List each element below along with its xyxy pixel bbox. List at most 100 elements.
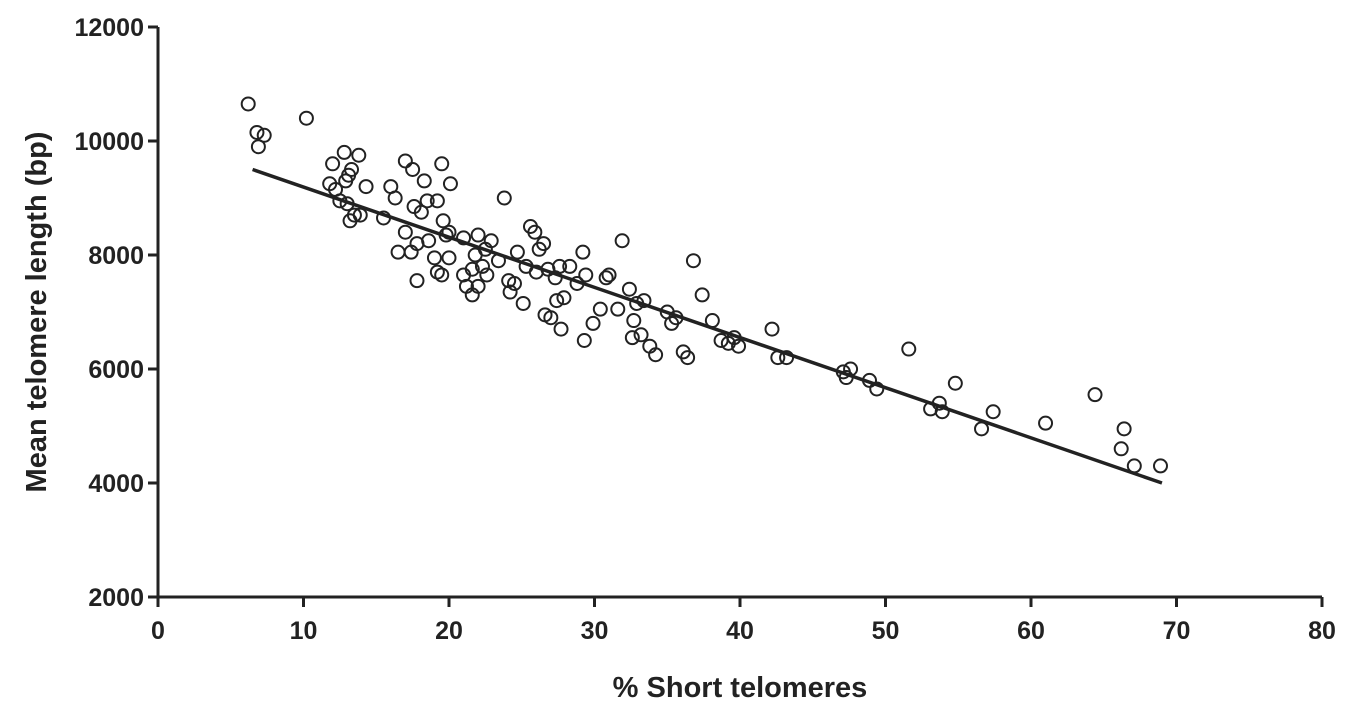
data-point xyxy=(1087,387,1103,403)
data-point xyxy=(621,281,637,297)
data-point xyxy=(578,267,594,283)
x-tick-label: 20 xyxy=(435,617,463,645)
data-point xyxy=(553,321,569,337)
data-point xyxy=(256,127,272,143)
data-point xyxy=(624,330,640,346)
data-point xyxy=(502,284,518,300)
data-point xyxy=(1116,421,1132,437)
data-point xyxy=(576,333,592,348)
x-tick-label: 40 xyxy=(726,617,754,645)
x-tick-label: 10 xyxy=(290,617,318,645)
data-point xyxy=(390,244,406,260)
data-point xyxy=(536,236,552,252)
y-tick-label: 8000 xyxy=(88,242,144,270)
x-tick-label: 80 xyxy=(1308,617,1336,645)
trend-line xyxy=(252,167,1163,485)
data-point xyxy=(549,293,565,309)
data-point xyxy=(435,213,451,229)
data-point xyxy=(387,190,403,206)
x-tick-label: 60 xyxy=(1017,617,1045,645)
data-point xyxy=(429,193,445,209)
data-point xyxy=(496,190,512,206)
data-point xyxy=(442,176,458,192)
data-point xyxy=(592,301,608,317)
data-point xyxy=(974,421,990,437)
data-point xyxy=(351,147,367,163)
data-point xyxy=(869,381,885,397)
data-point xyxy=(325,156,341,172)
x-tick-label: 30 xyxy=(581,617,609,645)
data-point xyxy=(413,204,429,220)
data-point xyxy=(626,313,642,329)
data-point xyxy=(341,167,357,183)
data-point xyxy=(250,139,266,155)
data-point xyxy=(610,301,626,317)
data-point xyxy=(249,124,265,140)
data-point xyxy=(474,258,490,274)
data-point xyxy=(298,110,314,126)
y-tick-label: 10000 xyxy=(74,128,144,156)
axes xyxy=(156,27,1322,599)
data-point xyxy=(483,233,499,249)
data-point xyxy=(575,244,591,260)
data-point xyxy=(240,96,256,112)
data-point xyxy=(1038,415,1054,431)
data-point xyxy=(403,244,419,260)
data-point xyxy=(409,273,425,289)
data-point xyxy=(509,244,525,260)
data-point xyxy=(694,287,710,303)
data-point xyxy=(336,144,352,160)
data-point xyxy=(614,233,630,249)
y-axis-title: Mean telomere length (bp) xyxy=(21,132,53,493)
data-point xyxy=(731,338,747,354)
data-point xyxy=(527,224,543,240)
data-point xyxy=(598,270,614,286)
data-point xyxy=(421,233,437,249)
data-point xyxy=(397,153,413,169)
data-point xyxy=(479,267,495,283)
data-point xyxy=(416,173,432,189)
data-point xyxy=(543,310,559,326)
data-point xyxy=(1113,441,1129,457)
y-ticks: 2000 4000 6000 8000 10000 12000 xyxy=(74,14,158,612)
data-point xyxy=(947,375,963,391)
x-axis-title: % Short telomeres xyxy=(613,672,868,704)
x-ticks: 0 10 20 30 40 50 60 70 80 xyxy=(151,597,1336,645)
x-tick-label: 70 xyxy=(1163,617,1191,645)
data-point xyxy=(515,295,531,311)
data-point xyxy=(764,321,780,337)
data-point xyxy=(405,162,421,177)
data-point xyxy=(633,327,649,343)
y-tick-label: 2000 xyxy=(88,584,144,612)
data-point xyxy=(901,341,917,357)
data-point xyxy=(664,315,680,331)
data-point xyxy=(552,258,568,274)
data-point xyxy=(397,224,413,240)
data-point xyxy=(648,347,664,363)
x-tick-label: 50 xyxy=(872,617,900,645)
data-points xyxy=(240,96,1168,474)
data-point xyxy=(934,404,950,420)
data-point xyxy=(506,276,522,291)
data-point xyxy=(426,250,442,266)
data-point xyxy=(601,267,617,283)
data-point xyxy=(467,247,483,263)
data-point xyxy=(585,315,601,331)
x-tick-label: 0 xyxy=(151,617,165,645)
data-point xyxy=(470,227,486,243)
data-point xyxy=(419,193,435,209)
data-point xyxy=(358,179,374,195)
data-point xyxy=(456,230,472,246)
data-point xyxy=(434,267,450,283)
data-point xyxy=(464,261,480,277)
data-point xyxy=(556,290,572,306)
data-point xyxy=(985,404,1001,420)
data-point xyxy=(434,156,450,172)
data-point xyxy=(352,207,368,223)
data-point xyxy=(1152,458,1168,474)
y-tick-label: 12000 xyxy=(74,14,144,42)
data-point xyxy=(685,253,701,269)
data-point xyxy=(470,278,486,294)
data-point xyxy=(680,350,696,366)
